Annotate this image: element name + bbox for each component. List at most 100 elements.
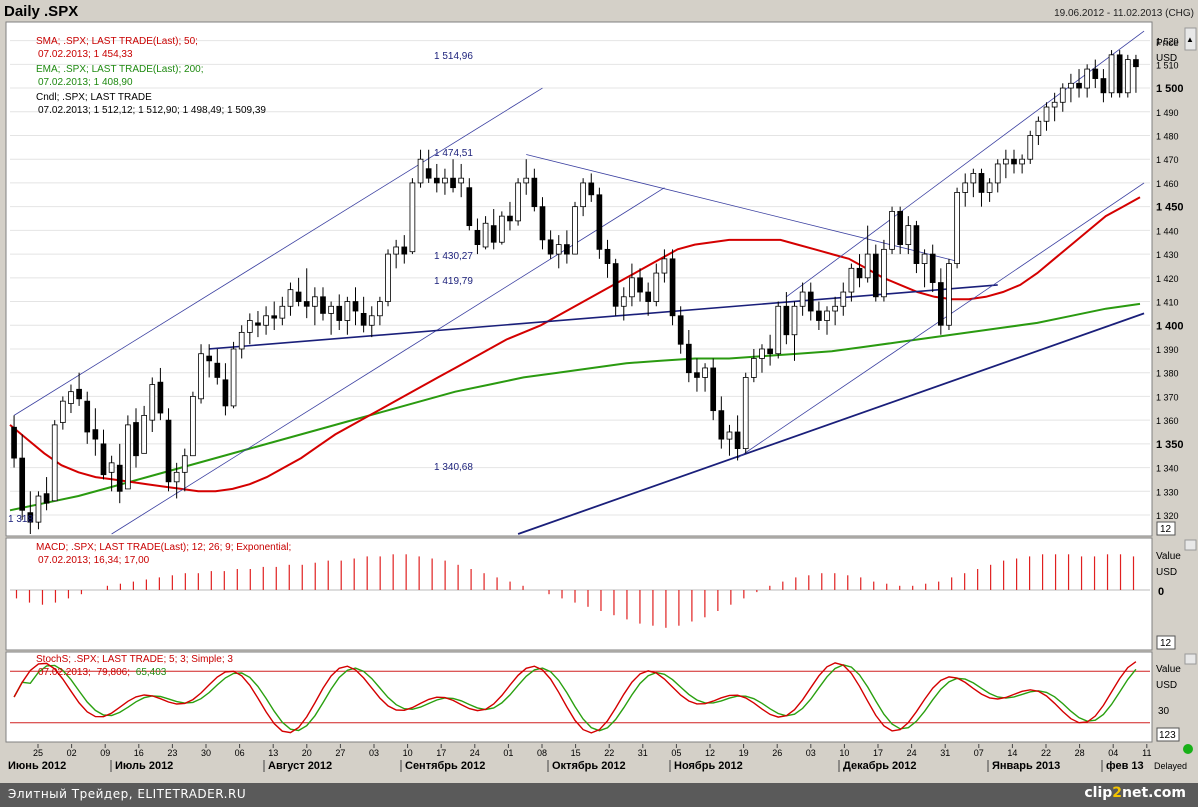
candle-body <box>531 177 538 208</box>
x-tick-label: 14 <box>1007 748 1017 758</box>
candle-body <box>921 253 928 264</box>
candle-body <box>807 291 814 312</box>
price-grid <box>10 40 1150 516</box>
x-tick-label: 22 <box>604 748 614 758</box>
annotation-1514: 1 514,96 <box>434 51 473 62</box>
falling-line <box>526 154 958 262</box>
x-tick-label: 09 <box>100 748 110 758</box>
x-tick-label: 10 <box>839 748 849 758</box>
candle-body <box>246 320 253 333</box>
x-month-label: Август 2012 <box>268 760 332 772</box>
candle-body <box>206 355 213 362</box>
x-tick-label: 24 <box>907 748 917 758</box>
candle-body <box>1003 158 1009 165</box>
x-month-label: Январь 2013 <box>992 760 1060 772</box>
candle-body <box>1092 68 1099 79</box>
stoch-scroll-up[interactable] <box>1184 653 1197 665</box>
candle-body <box>393 246 399 255</box>
candle-body <box>230 348 237 407</box>
x-month-label: Июнь 2012 <box>8 760 66 772</box>
macd-axis-unit: USD <box>1156 567 1177 578</box>
candle-body <box>978 173 985 193</box>
candle-body <box>596 194 603 250</box>
macd-panel[interactable] <box>5 537 1153 651</box>
x-tick-label: 07 <box>974 748 984 758</box>
candle-body <box>653 272 660 302</box>
x-month-label: фев 13 <box>1106 760 1144 772</box>
candle-body <box>141 414 147 454</box>
stoch-value-date: 07.02.2013; <box>38 667 91 678</box>
logo-part-b: 2 <box>1112 785 1123 801</box>
price-tick-label: 1 420 <box>1156 274 1179 284</box>
candle-body <box>498 215 505 243</box>
candle-body <box>929 253 936 283</box>
price-panel[interactable] <box>5 21 1153 537</box>
candle-body <box>848 267 855 293</box>
candle-body <box>572 206 578 255</box>
x-tick-label: 23 <box>167 748 177 758</box>
x-tick-label: 19 <box>739 748 749 758</box>
candle-body <box>165 419 172 483</box>
price-tick-label: 1 340 <box>1156 464 1179 474</box>
candle-body <box>751 358 757 378</box>
candle-body <box>84 400 91 433</box>
candle-body <box>385 253 391 302</box>
candle-body <box>433 177 440 184</box>
candle-body <box>702 367 708 378</box>
stoch-axis-title: Value <box>1156 664 1181 675</box>
x-tick-label: 11 <box>1142 748 1151 758</box>
price-tick-label: 1 450 <box>1156 202 1184 214</box>
candlesticks <box>11 50 1139 534</box>
candle-body <box>1027 135 1034 160</box>
candle-body <box>35 495 42 523</box>
candle-body <box>905 225 912 246</box>
candle-body <box>775 305 782 355</box>
candle-body <box>864 253 871 279</box>
stoch-panel[interactable] <box>5 651 1153 743</box>
stoch-value-d: 65,403 <box>136 667 167 678</box>
x-tick-label: 25 <box>33 748 43 758</box>
candle-body <box>734 431 741 450</box>
x-tick-label: 06 <box>235 748 245 758</box>
annotation-1474: 1 474,51 <box>434 148 473 159</box>
candle-body <box>856 267 863 279</box>
date-range: 19.06.2012 - 11.02.2013 (CHG) <box>1054 8 1194 19</box>
candle-body <box>515 182 521 222</box>
cndl-legend: Cndl; .SPX; LAST TRADE <box>36 92 152 103</box>
price-tick-label: 1 380 <box>1156 369 1179 379</box>
macd-histogram <box>10 554 1150 628</box>
candle-body <box>320 296 326 314</box>
chart-title: Daily .SPX <box>4 3 78 20</box>
annotation-1340: 1 340,68 <box>434 462 473 473</box>
candle-body <box>710 367 717 412</box>
x-tick-label: 04 <box>1108 748 1118 758</box>
candle-body <box>198 353 204 400</box>
candle-body <box>954 192 960 264</box>
channel-upper <box>13 87 543 416</box>
annotation-1318: 1 318 <box>8 514 33 525</box>
candle-body <box>637 277 643 293</box>
candle-body <box>523 177 530 184</box>
x-tick-label: 27 <box>335 748 345 758</box>
price-scroll-up[interactable] <box>1184 27 1197 51</box>
candle-body <box>1019 158 1025 165</box>
candle-body <box>1011 158 1017 165</box>
price-tick-label: 1 330 <box>1156 487 1179 497</box>
candle-body <box>92 429 99 440</box>
price-tick-label: 1 410 <box>1156 298 1179 308</box>
candle-body <box>11 426 17 459</box>
macd-scroll-up[interactable] <box>1184 539 1197 551</box>
x-month-label: Октябрь 2012 <box>552 760 626 772</box>
price-tick-label: 1 370 <box>1156 392 1179 402</box>
stoch-d-line <box>13 664 1137 732</box>
clip2net-logo: clip2net.com <box>1084 785 1186 801</box>
candle-body <box>881 248 887 298</box>
stoch-value-k: 79,806; <box>97 667 130 678</box>
candle-body <box>840 291 847 307</box>
macd-badge-text: 12 <box>1160 638 1172 649</box>
price-badge-text: 12 <box>1160 524 1172 535</box>
cndl-legend-value: 07.02.2013; 1 512,12; 1 512,90; 1 498,49… <box>38 105 266 116</box>
candle-body <box>336 305 343 321</box>
price-tick-label: 1 500 <box>1156 83 1184 95</box>
candle-body <box>1133 59 1139 68</box>
